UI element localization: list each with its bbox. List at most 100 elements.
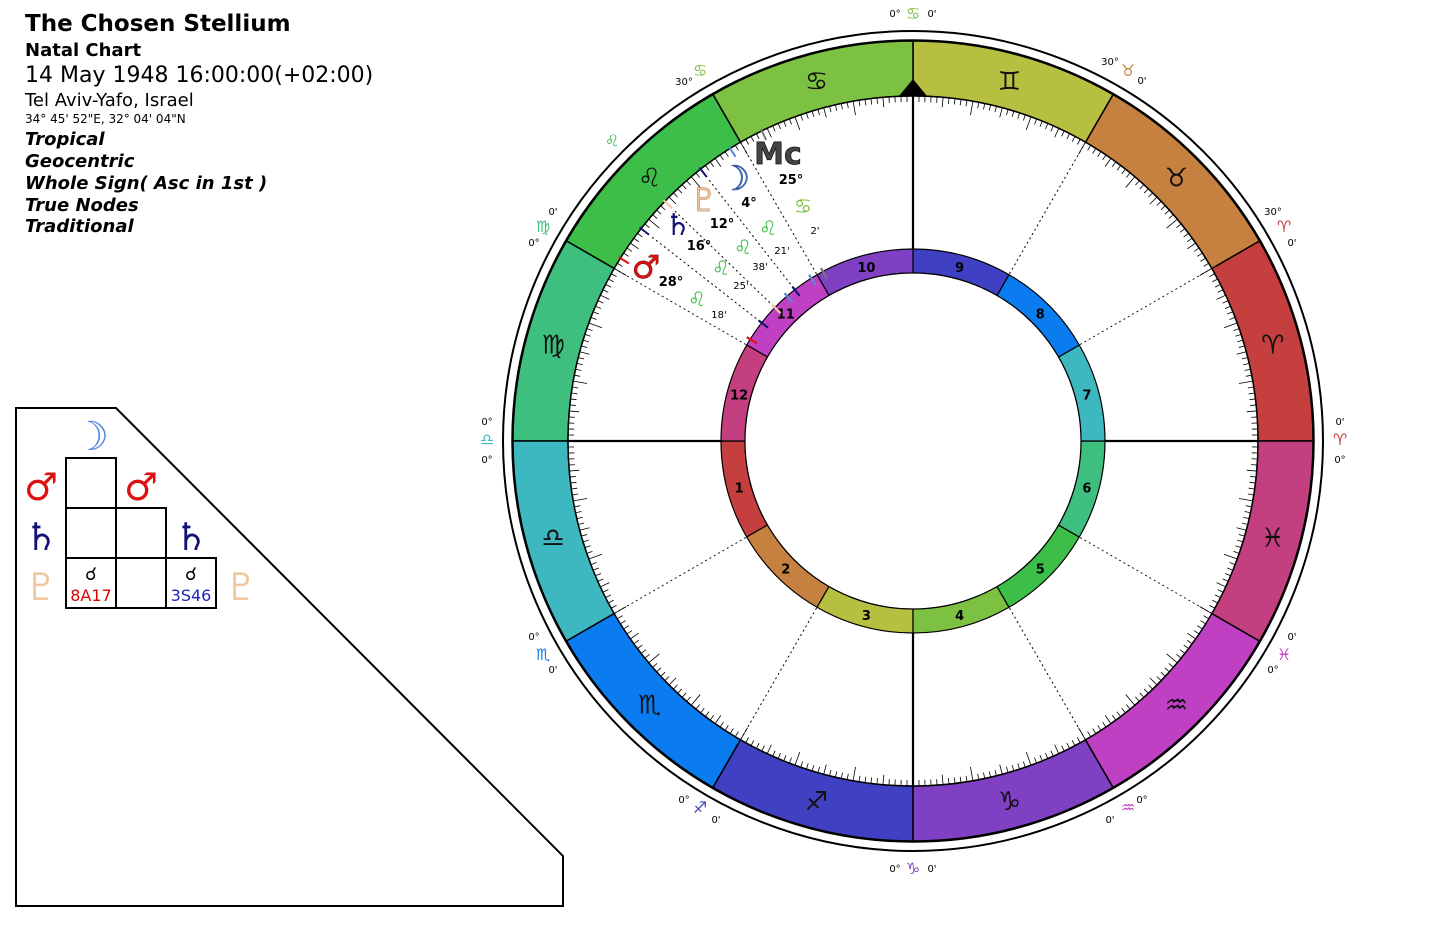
outer-sign-labels: 0° ♋ 0' 30° ♉0' 30°♈0' 0'♈0° 0'♓0° 0°♒0' 0°… [480, 4, 1347, 878]
midheaven-point[interactable]: Mc 25° ♋ 2' [754, 137, 820, 237]
degree-tick [1121, 168, 1126, 175]
outer-label-pisces: 0' ♓0° [1267, 632, 1296, 676]
degree-tick [1148, 684, 1153, 690]
degree-tick [575, 368, 582, 371]
degree-tick [1222, 300, 1229, 304]
degree-tick [569, 469, 580, 472]
degree-tick [1224, 305, 1231, 309]
degree-tick [1092, 728, 1097, 734]
outer-label-cancer-left: 30°♋ [675, 61, 707, 88]
degree-tick [811, 765, 815, 772]
degree-tick [1246, 410, 1257, 413]
degree-tick [794, 116, 801, 131]
taurus-icon: ♉ [1121, 61, 1135, 80]
degree-tick [695, 172, 700, 178]
degree-tick [988, 104, 991, 111]
aquarius-icon: ♒ [1165, 690, 1188, 720]
degree-tick [829, 106, 832, 113]
outer-label-leo: ♌ [605, 131, 619, 150]
degree-tick [817, 109, 820, 116]
planet-pointer-line [708, 179, 796, 291]
planet-pointer-line [651, 236, 763, 324]
degree-tick [1039, 120, 1043, 127]
degree-tick [630, 242, 639, 250]
degree-tick [572, 493, 579, 496]
outer-label-libra: 0° ♎ 0° [480, 417, 494, 466]
degree-tick [1135, 180, 1140, 186]
planet-house-marker [791, 285, 801, 297]
outer-label-cancer-top: 0° ♋ 0' [889, 4, 936, 23]
degree-tick [788, 118, 792, 125]
degree-tick [1011, 110, 1015, 117]
degree-tick [1071, 740, 1076, 746]
degree-tick [605, 594, 612, 598]
degree-tick [1054, 744, 1060, 754]
degree-tick [806, 763, 809, 770]
degree-tick [788, 757, 792, 764]
degree-tick [1126, 704, 1131, 710]
pisces-icon: ♓ [1261, 523, 1284, 553]
house-cusp-line [740, 141, 818, 275]
degree-tick [644, 654, 650, 659]
midheaven-icon: Mc [754, 137, 802, 172]
degree-tick [1125, 694, 1136, 706]
degree-tick [1203, 262, 1209, 267]
degree-tick [1212, 278, 1218, 283]
degree-tick [1245, 374, 1252, 377]
cancer-icon: ♋ [794, 194, 812, 218]
degree-tick [999, 764, 1003, 775]
degree-tick [1149, 677, 1158, 686]
degree-tick [576, 516, 583, 519]
degree-tick [852, 766, 856, 781]
degree-tick [1238, 380, 1253, 384]
degree-tick [870, 98, 873, 105]
planet-zodiac-marker [698, 166, 708, 178]
outer-label-sagittarius: 0° ♐ 0' [678, 795, 720, 826]
degree-tick [592, 567, 599, 571]
degree-tick [690, 176, 701, 188]
degree-tick [829, 769, 832, 776]
degree-tick [977, 102, 980, 109]
degree-tick [734, 145, 739, 151]
degree-tick [745, 139, 749, 145]
degree-tick [988, 771, 991, 778]
degree-tick [794, 751, 801, 766]
svg-text:0': 0' [548, 207, 557, 218]
aries-icon: ♈ [1277, 217, 1291, 236]
degree-tick [1097, 725, 1102, 731]
degree-tick [1125, 176, 1136, 188]
house-number-label: 4 [955, 609, 964, 624]
degree-tick [811, 110, 815, 117]
degree-tick [835, 104, 838, 111]
svg-text:0': 0' [1105, 815, 1114, 826]
degree-tick [578, 522, 585, 525]
degree-tick [1244, 511, 1251, 514]
degree-tick [1022, 761, 1026, 768]
degree-tick [1166, 218, 1178, 229]
planet-pluto[interactable]: ♇ 12° ♌ 38' [689, 181, 768, 273]
planet-mars[interactable]: ♂ 28° ♌ 18' [631, 248, 727, 321]
degree-tick [1203, 615, 1209, 620]
scorpio-icon: ♏ [638, 690, 661, 720]
planet-zodiac-marker [728, 146, 737, 158]
degree-tick [714, 158, 722, 167]
planet-saturn[interactable]: ♄ 16° ♌ 25' [665, 208, 749, 292]
degree-tick [668, 677, 677, 686]
svg-text:0°: 0° [528, 238, 539, 249]
degree-tick [1179, 649, 1186, 654]
planet-zodiac-marker [618, 256, 630, 265]
degree-tick [1011, 765, 1015, 772]
outer-label-scorpio: 0° ♏0' [528, 632, 557, 676]
degree-tick [1116, 165, 1121, 171]
degree-tick [1243, 363, 1250, 366]
degree-tick [709, 161, 715, 167]
degree-tick [1183, 233, 1189, 238]
degree-tick [1143, 688, 1149, 694]
planet-zodiac-marker [662, 199, 673, 210]
degree-tick [640, 649, 647, 654]
svg-text:0': 0' [927, 864, 936, 875]
degree-tick [576, 363, 583, 366]
planet-moon[interactable]: ☽ 4° ♌ 21' [719, 159, 790, 257]
degree-tick [756, 133, 760, 140]
degree-tick [1166, 653, 1178, 664]
